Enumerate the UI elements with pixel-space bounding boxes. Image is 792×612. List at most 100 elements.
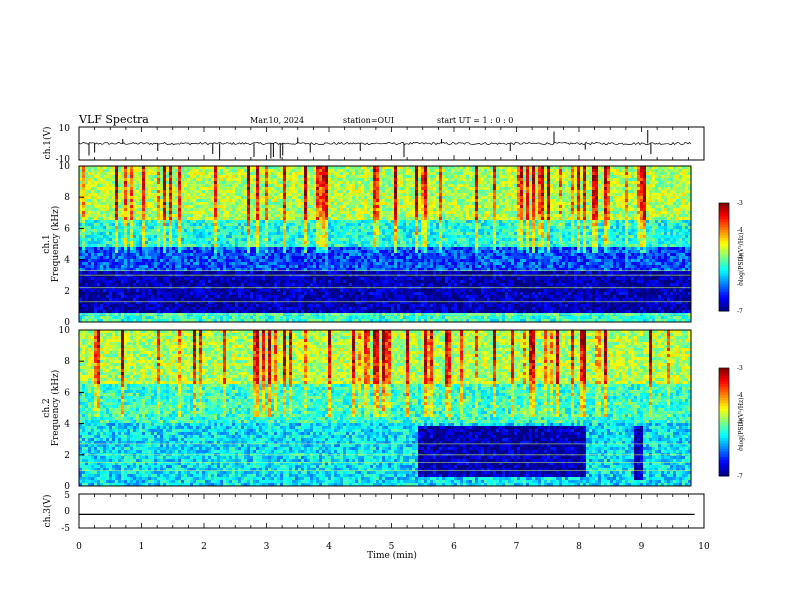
spectrogram-cell [160, 175, 164, 179]
spectrogram-cell [580, 226, 584, 230]
spectrogram-cell [658, 190, 662, 194]
spectrogram-cell [220, 214, 224, 218]
spectrogram-cell [466, 169, 470, 173]
spectrogram-cell [487, 235, 491, 239]
spectrogram-cell [592, 178, 596, 182]
spectrogram-cell [166, 214, 170, 218]
spectrogram-cell [550, 184, 554, 188]
spectrogram-cell [493, 181, 497, 185]
spectrogram-cell [322, 166, 326, 170]
spectrogram-cell [82, 226, 86, 230]
spectrogram-cell [373, 235, 377, 239]
spectrogram-cell [376, 226, 380, 230]
spectrogram-cell [391, 166, 395, 170]
spectrogram-cell [628, 166, 632, 170]
spectrogram-cell [667, 214, 671, 218]
spectrogram-cell [400, 232, 404, 236]
spectrogram-cell [406, 172, 410, 176]
spectrogram-cell [226, 208, 230, 212]
spectrogram-cell [103, 214, 107, 218]
spectrogram-cell [175, 217, 179, 221]
spectrogram-cell [613, 178, 617, 182]
spectrogram-cell [190, 208, 194, 212]
spectrogram-cell [232, 178, 236, 182]
spectrogram-cell [349, 211, 353, 215]
spectrogram-cell [625, 178, 629, 182]
spectrogram-cell [91, 187, 95, 191]
spectrogram-cell [334, 202, 338, 206]
spectrogram-cell [325, 214, 329, 218]
spectrogram-cell [673, 178, 677, 182]
spectrogram-cell [457, 232, 461, 236]
spectrogram-cell [556, 214, 560, 218]
spectrogram-cell [601, 178, 605, 182]
spectrogram-cell [583, 190, 587, 194]
spectrogram-cell [598, 187, 602, 191]
spectrogram-cell [556, 208, 560, 212]
spectrogram-cell [94, 172, 98, 176]
spectrogram-cell [289, 223, 293, 227]
spectrogram-cell [247, 187, 251, 191]
spectrogram-cell [121, 196, 125, 200]
spectrogram-cell [187, 223, 191, 227]
spectrogram-cell [412, 235, 416, 239]
spectrogram-cell [145, 193, 149, 197]
spectrogram-cell [448, 202, 452, 206]
spectrogram-cell [202, 184, 206, 188]
spectrogram-cell [268, 190, 272, 194]
spectrogram-cell [160, 181, 164, 185]
spectrogram-cell [121, 172, 125, 176]
spectrogram-cell [634, 196, 638, 200]
spectrogram-cell [493, 226, 497, 230]
spectrogram-cell [577, 178, 581, 182]
spectrogram-cell [478, 184, 482, 188]
spectrogram-cell [544, 178, 548, 182]
spectrogram-cell [355, 229, 359, 233]
spectrogram-cell [418, 166, 422, 170]
spectrogram-cell [229, 220, 233, 224]
spectrogram-cell [190, 175, 194, 179]
spectrogram-cell [214, 175, 218, 179]
spectrogram-cell [328, 199, 332, 203]
spectrogram-cell [487, 193, 491, 197]
spectrogram-cell [139, 217, 143, 221]
spectrogram-cell [307, 214, 311, 218]
spectrogram-cell [409, 166, 413, 170]
spectrogram-cell [649, 211, 653, 215]
spectrogram-cell [190, 172, 194, 176]
spectrogram-cell [208, 166, 212, 170]
spectrogram-cell [421, 217, 425, 221]
spectrogram-cell [250, 172, 254, 176]
spectrogram-cell [631, 181, 635, 185]
spectrogram-cell [613, 181, 617, 185]
spectrogram-cell [541, 205, 545, 209]
spectrogram-cell [307, 202, 311, 206]
spectrogram-cell [187, 232, 191, 236]
spectrogram-cell [382, 190, 386, 194]
spectrogram-cell [88, 202, 92, 206]
spectrogram-cell [466, 226, 470, 230]
spectrogram-cell [235, 205, 239, 209]
spectrogram-cell [286, 178, 290, 182]
spectrogram-cell [409, 187, 413, 191]
spectrogram-cell [565, 178, 569, 182]
spectrogram-cell [478, 229, 482, 233]
spectrogram-cell [631, 205, 635, 209]
spectrogram-cell [340, 202, 344, 206]
spectrogram-cell [244, 208, 248, 212]
spectrogram-cell [616, 214, 620, 218]
spectrogram-cell [439, 205, 443, 209]
spectrogram-cell [643, 202, 647, 206]
spectrogram-cell [214, 196, 218, 200]
spectrogram-cell [358, 187, 362, 191]
spectrogram-cell [637, 184, 641, 188]
spectrogram-cell [334, 190, 338, 194]
spectrogram-cell [586, 175, 590, 179]
spectrogram-cell [217, 232, 221, 236]
spectrogram-cell [367, 166, 371, 170]
spectrogram-cell [235, 193, 239, 197]
spectrogram-cell [451, 187, 455, 191]
spectrogram-cell [229, 187, 233, 191]
spectrogram-cell [247, 232, 251, 236]
spectrogram-cell [127, 187, 131, 191]
